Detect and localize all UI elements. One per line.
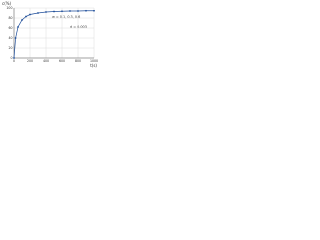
data-point [45, 11, 47, 13]
data-point [37, 12, 39, 14]
y-tick-label: 40 [8, 36, 12, 40]
x-tick-label: 0 [13, 59, 15, 63]
annotation: w = 0.1, 0.3, 0.6 [52, 15, 80, 19]
x-axis-label: t(s) [90, 63, 97, 68]
data-point [17, 26, 19, 28]
x-tick-label: 200 [27, 59, 33, 63]
x-tick-label: 400 [43, 59, 49, 63]
data-point [29, 13, 31, 16]
data-point [61, 10, 63, 13]
data-point [14, 37, 17, 39]
y-tick-label: 60 [8, 26, 12, 30]
y-tick-label: 20 [8, 46, 12, 50]
y-tick-label: 100 [6, 6, 12, 10]
y-tick-label: 0 [10, 56, 12, 60]
y-tick-label: 80 [8, 16, 12, 20]
series-line [13, 10, 94, 59]
data-point [69, 10, 71, 12]
data-point [53, 10, 55, 13]
y-axis-label: c(%) [2, 1, 12, 6]
data-point [77, 10, 79, 12]
data-point [21, 19, 23, 21]
data-point [13, 57, 15, 59]
data-point [25, 15, 27, 18]
chart: c(%) t(s) w = 0.1, 0.3, 0.6 d = 0.003 0 2… [2, 1, 98, 68]
x-tick-label: 800 [75, 59, 81, 63]
data-point [85, 9, 87, 12]
data-point [93, 9, 95, 12]
x-tick-label: 600 [59, 59, 65, 63]
x-tick-label: 1000 [90, 59, 98, 63]
annotation: d = 0.003 [70, 25, 87, 29]
